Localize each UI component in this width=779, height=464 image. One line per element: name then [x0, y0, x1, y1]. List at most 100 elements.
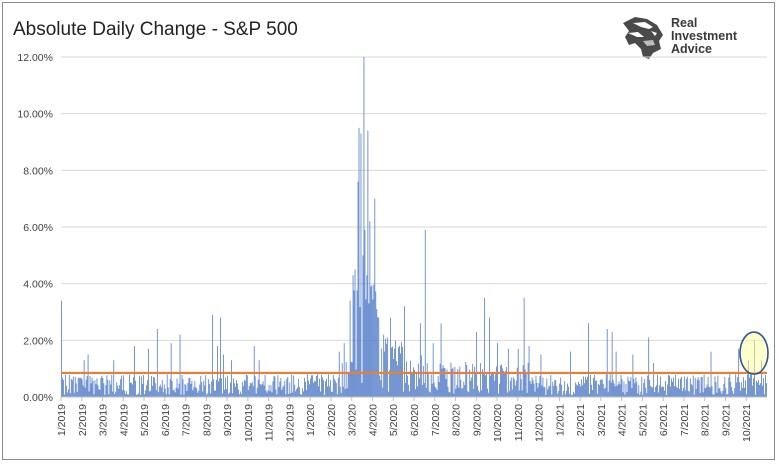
bar: [376, 309, 378, 397]
bar: [550, 374, 552, 397]
bar: [431, 383, 433, 397]
bar: [553, 386, 555, 397]
bar: [91, 377, 93, 397]
x-tick-label: 2/2021: [575, 404, 587, 436]
bar: [697, 377, 699, 397]
x-tick-label: 9/2020: [471, 404, 483, 436]
bar: [155, 390, 157, 397]
bar: [96, 378, 98, 397]
bar: [724, 376, 726, 397]
bar: [408, 384, 409, 397]
bar: [694, 377, 696, 397]
bar: [364, 229, 366, 397]
bar: [747, 374, 748, 397]
bar: [361, 382, 363, 397]
bar: [583, 376, 584, 397]
bar: [341, 363, 343, 397]
x-tick-label: 7/2019: [181, 404, 193, 436]
bar: [200, 375, 202, 397]
bar: [610, 382, 612, 397]
bar: [453, 393, 455, 397]
bar: [372, 299, 374, 397]
x-tick-label: 11/2019: [264, 404, 276, 441]
bar: [601, 379, 603, 397]
bar: [63, 394, 65, 397]
bar: [457, 369, 459, 397]
bar: [276, 394, 278, 397]
bar: [195, 387, 197, 397]
bar: [243, 380, 245, 397]
bar: [122, 390, 124, 397]
bar: [446, 369, 448, 397]
bar: [561, 384, 563, 397]
bar: [414, 369, 415, 397]
y-tick-label: 4.00%: [23, 279, 53, 291]
bar: [77, 377, 79, 397]
bar: [153, 377, 155, 397]
bar: [629, 381, 631, 397]
bar: [140, 394, 141, 397]
bar: [585, 376, 586, 397]
y-tick-label: 0.00%: [23, 392, 53, 404]
bar: [291, 374, 293, 397]
bar: [280, 378, 282, 397]
bar: [197, 392, 199, 397]
chart-plot: 0.00% 2.00% 4.00% 6.00% 8.00% 10.00% 12.00% 1/…: [17, 52, 769, 442]
bar: [127, 394, 128, 397]
bar: [159, 384, 161, 397]
bar: [531, 377, 533, 397]
bar: [440, 323, 442, 397]
bar: [643, 382, 645, 397]
bar: [196, 388, 198, 397]
bar: [99, 389, 101, 397]
bar: [707, 376, 709, 397]
bar: [652, 387, 654, 397]
bar: [576, 384, 577, 397]
x-tick-label: 5/2021: [637, 404, 649, 436]
bar: [202, 391, 204, 397]
bar: [211, 381, 213, 397]
bar: [326, 386, 328, 397]
bar: [313, 382, 314, 397]
bar: [508, 390, 510, 397]
bar: [409, 391, 410, 397]
bar: [198, 390, 200, 397]
bar: [763, 378, 764, 397]
bar: [102, 378, 104, 397]
bar: [165, 394, 167, 397]
bar: [479, 392, 480, 397]
bar: [142, 384, 143, 397]
bar: [273, 375, 275, 397]
bar: [485, 375, 486, 397]
bar: [495, 374, 496, 397]
bar: [591, 390, 593, 397]
bar: [88, 391, 90, 397]
bar: [614, 386, 616, 397]
bar: [670, 386, 671, 397]
bar: [430, 374, 432, 397]
bar: [179, 334, 181, 397]
bar: [240, 394, 242, 397]
bar: [616, 385, 618, 397]
bar: [468, 392, 470, 397]
bar: [292, 392, 294, 397]
bar: [355, 369, 357, 397]
bar: [602, 383, 604, 397]
bar: [338, 351, 340, 397]
bar: [206, 394, 208, 397]
bar: [750, 374, 751, 397]
x-tick-label: 1/2019: [56, 404, 68, 436]
bar: [100, 377, 102, 397]
bar: [334, 380, 336, 397]
bar: [455, 388, 457, 397]
bar: [709, 387, 711, 397]
bar: [675, 374, 676, 397]
bar: [66, 392, 68, 397]
bar: [746, 394, 747, 397]
bar: [68, 374, 70, 397]
bar: [136, 394, 137, 397]
brand-line-1: Real: [671, 16, 698, 30]
bar: [261, 383, 263, 397]
bar: [699, 392, 701, 397]
bar: [375, 291, 377, 397]
